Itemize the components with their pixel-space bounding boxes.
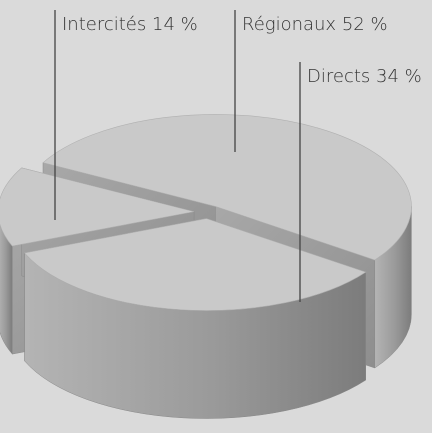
- category-label: Directs: [307, 66, 370, 87]
- slice-top: [24, 218, 367, 311]
- value-label: 52 %: [342, 14, 388, 35]
- slice-top: [42, 114, 412, 261]
- slice-label: Régionaux 52 %: [242, 14, 388, 35]
- slice: [24, 218, 367, 419]
- pie: [0, 114, 412, 419]
- slice-label: Directs 34 %: [307, 66, 422, 87]
- category-label: Régionaux: [242, 14, 336, 35]
- slice-label: Intercités 14 %: [62, 14, 198, 35]
- slice-top: [0, 167, 195, 247]
- value-label: 14 %: [152, 14, 198, 35]
- value-label: 34 %: [376, 66, 422, 87]
- category-label: Intercités: [62, 14, 146, 35]
